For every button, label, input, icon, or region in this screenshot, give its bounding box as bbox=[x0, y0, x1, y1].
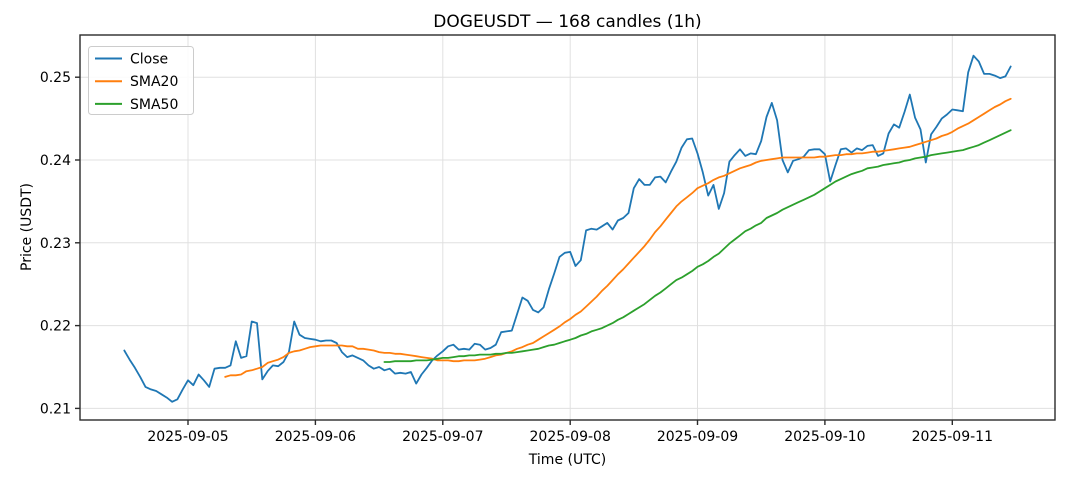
legend-box bbox=[88, 46, 194, 115]
y-tick-label: 0.24 bbox=[40, 153, 71, 169]
sma20-line bbox=[224, 97, 1012, 378]
legend-label-sma20: SMA20 bbox=[130, 74, 178, 90]
legend-label-close: Close bbox=[130, 52, 168, 68]
x-tick-label: 2025-09-07 bbox=[402, 429, 483, 445]
x-axis-label: Time (UTC) bbox=[528, 452, 607, 468]
x-tick-label: 2025-09-08 bbox=[530, 429, 611, 445]
x-tick-label: 2025-09-09 bbox=[657, 429, 738, 445]
y-tick-label: 0.23 bbox=[40, 236, 71, 252]
axes-frame bbox=[79, 34, 1056, 421]
y-axis-label: Price (USDT) bbox=[19, 183, 35, 271]
sma50-line bbox=[383, 129, 1012, 363]
x-tick-label: 2025-09-06 bbox=[275, 429, 356, 445]
chart-title: DOGEUSDT — 168 candles (1h) bbox=[433, 12, 702, 32]
x-tick-label: 2025-09-10 bbox=[784, 429, 865, 445]
y-tick-label: 0.25 bbox=[40, 70, 71, 86]
legend-label-sma50: SMA50 bbox=[130, 97, 178, 113]
x-tick-label: 2025-09-05 bbox=[147, 429, 228, 445]
y-tick-label: 0.21 bbox=[40, 401, 71, 417]
x-tick-label: 2025-09-11 bbox=[912, 429, 993, 445]
legend: Close SMA20 SMA50 bbox=[88, 46, 194, 115]
close-line bbox=[123, 54, 1012, 403]
y-tick-label: 0.22 bbox=[40, 319, 71, 335]
